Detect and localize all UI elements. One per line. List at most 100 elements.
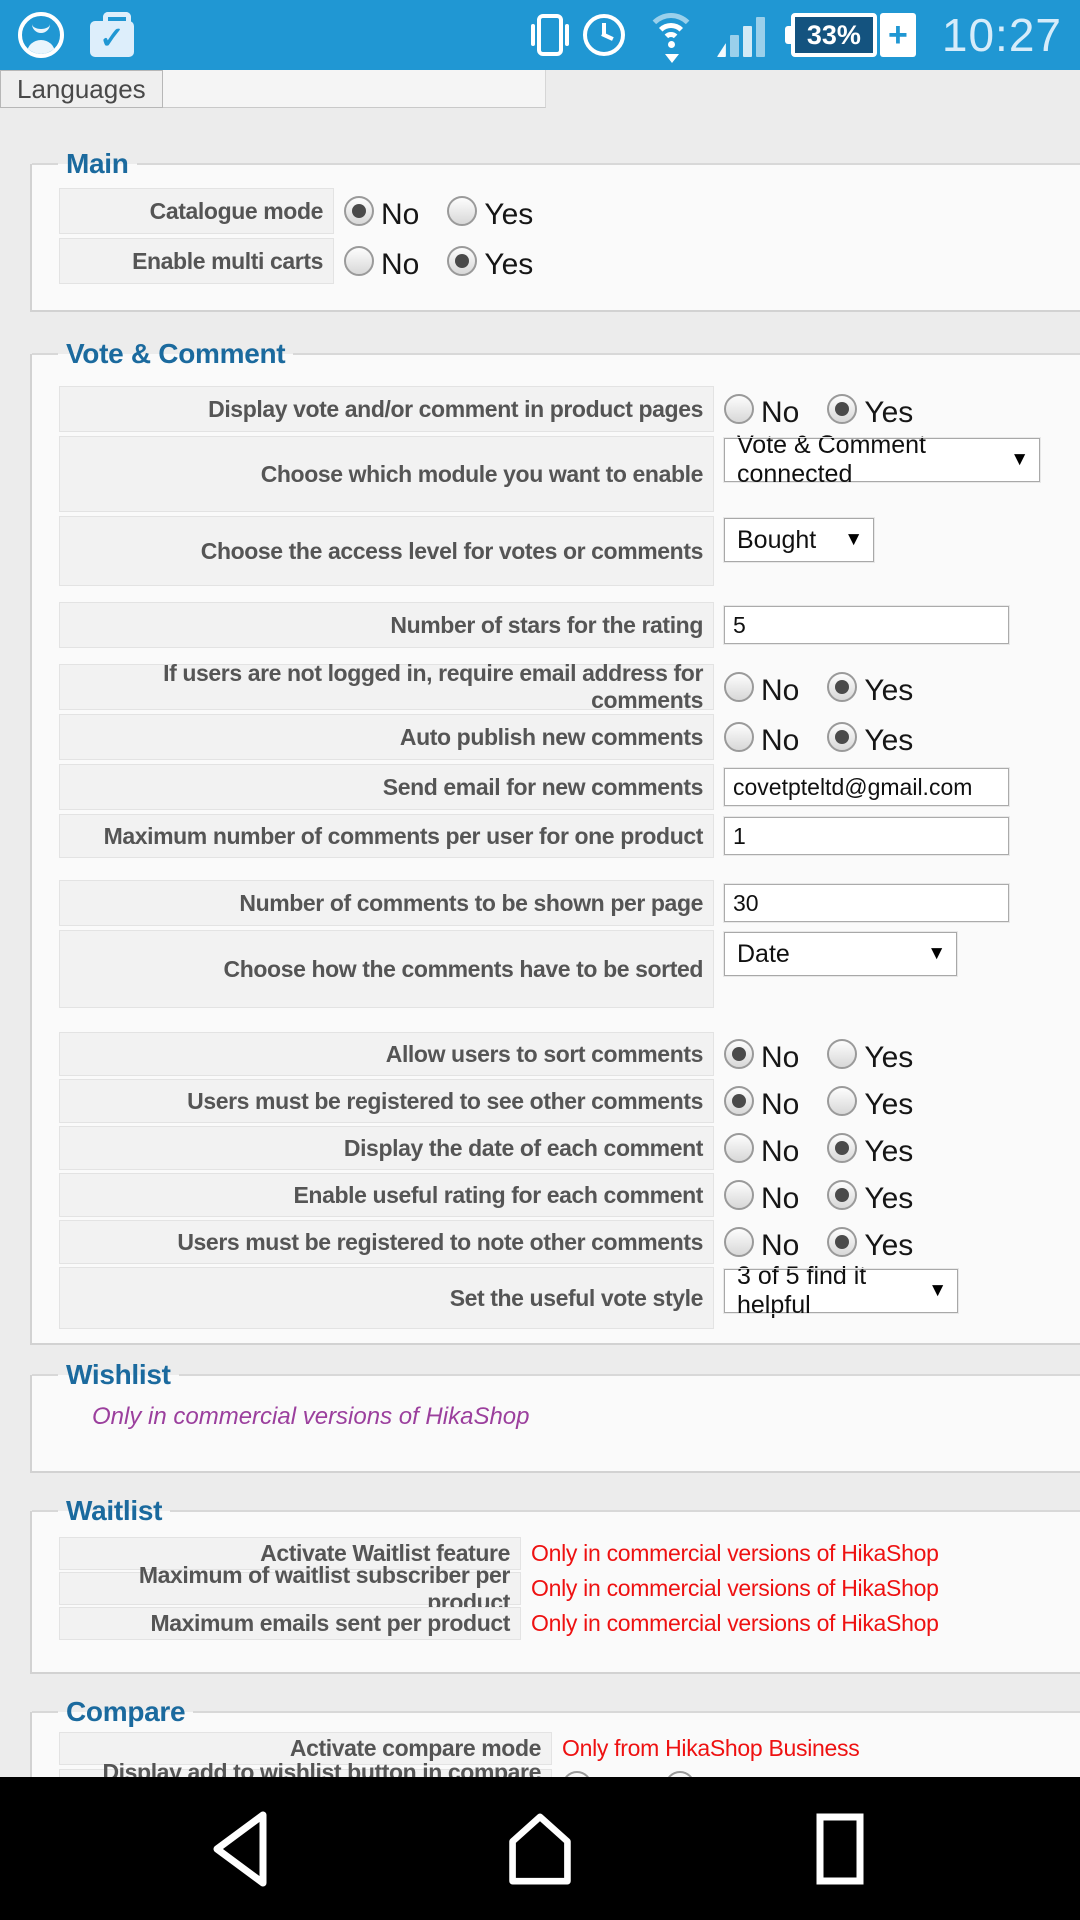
- alarm-icon: [582, 14, 625, 56]
- radio-no-label[interactable]: No: [761, 1041, 800, 1074]
- registered-see-radio-group: No Yes: [724, 1084, 913, 1121]
- field-label: Activate Waitlist feature: [59, 1537, 521, 1570]
- row-enable-multi-carts: Enable multi carts No Yes: [59, 238, 1080, 284]
- field-label: Choose the access level for votes or com…: [59, 516, 714, 586]
- section-title: Vote & Comment: [66, 338, 286, 369]
- business-notice: Only from HikaShop Business: [562, 1735, 860, 1761]
- status-bar: ✓ 33% + 10:27: [0, 0, 1080, 70]
- sort-order-select[interactable]: Date ▼: [723, 931, 958, 977]
- radio-no[interactable]: [344, 246, 374, 276]
- recents-icon: [816, 1813, 864, 1884]
- radio-yes[interactable]: [827, 672, 858, 702]
- radio-no-label[interactable]: No: [381, 248, 420, 281]
- radio-no[interactable]: [724, 1133, 754, 1163]
- recents-button[interactable]: [805, 1806, 875, 1892]
- radio-yes-label[interactable]: Yes: [864, 1041, 914, 1074]
- radio-no-label[interactable]: No: [761, 674, 800, 707]
- battery-cap: [784, 26, 791, 44]
- radio-yes-label[interactable]: Yes: [864, 1135, 914, 1168]
- radio-no[interactable]: [724, 672, 754, 702]
- android-nav-bar: [0, 1777, 1080, 1920]
- row-registered-note: Users must be registered to note other c…: [59, 1220, 1080, 1264]
- radio-no-label[interactable]: No: [761, 1182, 800, 1215]
- home-icon: [509, 1813, 571, 1884]
- dropdown-arrow-icon: ▼: [844, 529, 863, 550]
- row-vote-style: Set the useful vote style 3 of 5 find it…: [59, 1262, 1080, 1329]
- radio-yes-label[interactable]: Yes: [484, 248, 534, 281]
- field-label: Maximum number of comments per user for …: [59, 814, 714, 858]
- field-label: Choose which module you want to enable: [59, 436, 714, 512]
- radio-yes[interactable]: [827, 394, 858, 424]
- field-label: Auto publish new comments: [59, 714, 714, 760]
- field-label: Number of comments to be shown per page: [59, 880, 714, 926]
- back-button[interactable]: [205, 1806, 275, 1892]
- field-label: Send email for new comments: [59, 764, 714, 810]
- section-title: Main: [66, 148, 129, 179]
- status-bar-notifications: ✓: [18, 12, 134, 58]
- dropdown-arrow-icon: ▼: [1010, 449, 1029, 470]
- max-comments-input[interactable]: [723, 816, 1010, 856]
- row-auto-publish: Auto publish new comments No Yes: [59, 714, 1080, 760]
- radio-no[interactable]: [344, 196, 374, 226]
- row-allow-sort: Allow users to sort comments No Yes: [59, 1032, 1080, 1076]
- module-select[interactable]: Vote & Comment connected ▼: [723, 431, 1041, 488]
- row-waitlist-emails: Maximum emails sent per product Only in …: [59, 1607, 1080, 1640]
- radio-no[interactable]: [724, 1227, 754, 1257]
- radio-yes[interactable]: [827, 722, 858, 752]
- radio-no-label[interactable]: No: [761, 1229, 800, 1262]
- comment-email-input[interactable]: [723, 767, 1010, 807]
- radio-yes[interactable]: [827, 1180, 858, 1210]
- select-value: Date: [737, 939, 790, 968]
- battery-indicator: 33% +: [784, 13, 916, 57]
- multi-carts-radio-group: No Yes: [344, 244, 533, 281]
- radio-no[interactable]: [724, 394, 754, 424]
- home-button[interactable]: [505, 1806, 575, 1892]
- check-icon: ✓: [99, 22, 125, 55]
- registered-note-radio-group: No Yes: [724, 1225, 913, 1262]
- field-label: Display vote and/or comment in product p…: [59, 386, 714, 432]
- radio-no-label[interactable]: No: [761, 724, 800, 757]
- tab-bar: Languages: [0, 70, 546, 108]
- row-sort-order: Choose how the comments have to be sorte…: [59, 930, 1080, 1008]
- radio-no-label[interactable]: No: [381, 198, 420, 231]
- field-label: Users must be registered to note other c…: [59, 1220, 714, 1264]
- radio-no[interactable]: [724, 1180, 754, 1210]
- radio-yes[interactable]: [447, 196, 478, 226]
- select-value: 3 of 5 find it helpful: [737, 1262, 867, 1319]
- radio-no[interactable]: [724, 722, 754, 752]
- status-bar-clock: 10:27: [941, 9, 1062, 61]
- battery-percent: 33%: [790, 13, 877, 57]
- comments-per-page-input[interactable]: [723, 883, 1010, 923]
- radio-yes-label[interactable]: Yes: [864, 674, 914, 707]
- radio-yes-label[interactable]: Yes: [864, 1229, 914, 1262]
- row-max-comments: Maximum number of comments per user for …: [59, 814, 1080, 858]
- radio-yes-label[interactable]: Yes: [864, 1182, 914, 1215]
- radio-no-label[interactable]: No: [761, 396, 800, 429]
- radio-no-label[interactable]: No: [761, 1135, 800, 1168]
- radio-yes-label[interactable]: Yes: [864, 1088, 914, 1121]
- radio-yes[interactable]: [827, 1133, 858, 1163]
- cellular-signal-icon: [716, 13, 765, 57]
- tab-languages[interactable]: Languages: [0, 70, 163, 108]
- radio-no[interactable]: [724, 1039, 754, 1069]
- radio-yes-label[interactable]: Yes: [864, 396, 914, 429]
- notification-ring-icon: [18, 12, 64, 58]
- radio-yes[interactable]: [827, 1227, 858, 1257]
- wifi-icon: [644, 13, 697, 63]
- radio-yes[interactable]: [827, 1039, 858, 1069]
- radio-yes[interactable]: [447, 246, 478, 276]
- vote-style-select[interactable]: 3 of 5 find it helpful ▼: [723, 1262, 959, 1319]
- vibrate-icon: [530, 14, 569, 56]
- radio-yes-label[interactable]: Yes: [484, 198, 534, 231]
- radio-no-label[interactable]: No: [761, 1088, 800, 1121]
- access-level-select[interactable]: Bought ▼: [723, 517, 875, 563]
- radio-yes[interactable]: [827, 1086, 858, 1116]
- row-access-level: Choose the access level for votes or com…: [59, 516, 1080, 586]
- radio-no[interactable]: [724, 1086, 754, 1116]
- stars-input[interactable]: [723, 605, 1010, 645]
- radio-yes-label[interactable]: Yes: [864, 724, 914, 757]
- section-main: Main Catalogue mode No Yes Enable multi …: [30, 148, 1080, 312]
- require-email-radio-group: No Yes: [724, 670, 913, 707]
- field-label: Number of stars for the rating: [59, 602, 714, 648]
